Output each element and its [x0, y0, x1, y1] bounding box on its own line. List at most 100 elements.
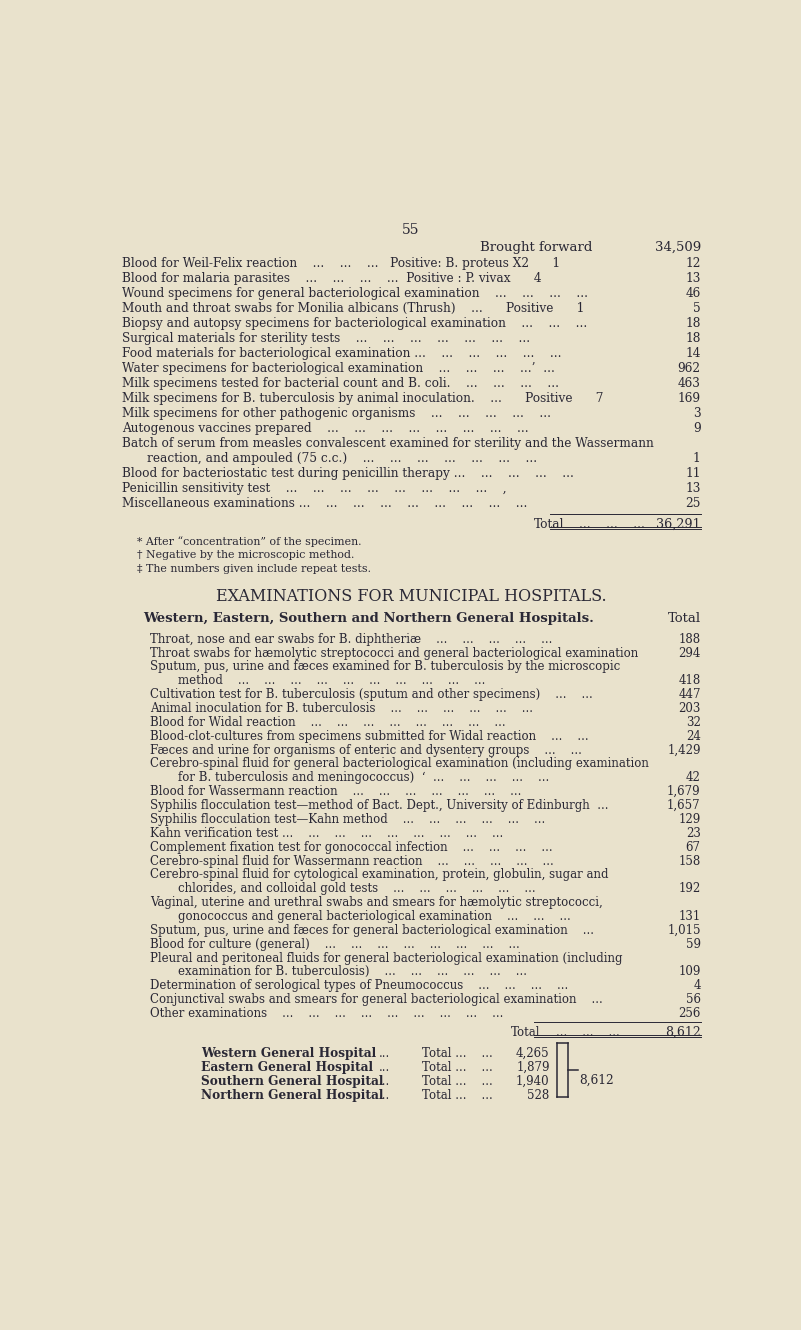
Text: Miscellaneous examinations ...    ...    ...    ...    ...    ...    ...    ... : Miscellaneous examinations ... ... ... .… [122, 497, 527, 509]
Text: 418: 418 [678, 674, 701, 688]
Text: ...    ...    ...: ... ... ... [579, 517, 645, 531]
Text: 1,429: 1,429 [667, 743, 701, 757]
Text: 447: 447 [678, 688, 701, 701]
Text: Milk specimens for other pathogenic organisms    ...    ...    ...    ...    ...: Milk specimens for other pathogenic orga… [122, 407, 551, 420]
Text: Blood for Weil-Felix reaction    ...    ...    ...   Positive: B. proteus X2    : Blood for Weil-Felix reaction ... ... ..… [122, 257, 560, 270]
Text: 36,291: 36,291 [656, 517, 701, 531]
Text: 463: 463 [678, 376, 701, 390]
Text: Total ...    ...: Total ... ... [422, 1075, 493, 1088]
Text: Syphilis flocculation test—Kahn method    ...    ...    ...    ...    ...    ...: Syphilis flocculation test—Kahn method .… [151, 813, 545, 826]
Text: 188: 188 [678, 633, 701, 646]
Text: 23: 23 [686, 827, 701, 839]
Text: 1,015: 1,015 [667, 924, 701, 936]
Text: 4,265: 4,265 [516, 1047, 549, 1060]
Text: Total: Total [534, 517, 565, 531]
Text: ...    ...    ...: ... ... ... [556, 1027, 620, 1039]
Text: 12: 12 [685, 257, 701, 270]
Text: Mouth and throat swabs for Monilia albicans (Thrush)    ...      Positive      1: Mouth and throat swabs for Monilia albic… [122, 302, 584, 315]
Text: Pleural and peritoneal fluids for general bacteriological examination (including: Pleural and peritoneal fluids for genera… [151, 951, 623, 964]
Text: Cerebro-spinal fluid for Wassermann reaction    ...    ...    ...    ...    ...: Cerebro-spinal fluid for Wassermann reac… [151, 854, 554, 867]
Text: Fæces and urine for organisms of enteric and dysentery groups    ...    ...: Fæces and urine for organisms of enteric… [151, 743, 582, 757]
Text: method    ...    ...    ...    ...    ...    ...    ...    ...    ...    ...: method ... ... ... ... ... ... ... ... .… [178, 674, 485, 688]
Text: Vaginal, uterine and urethral swabs and smears for hæmolytic streptococci,: Vaginal, uterine and urethral swabs and … [151, 896, 603, 910]
Text: 5: 5 [693, 302, 701, 315]
Text: 203: 203 [678, 702, 701, 716]
Text: Biopsy and autopsy specimens for bacteriological examination    ...    ...    ..: Biopsy and autopsy specimens for bacteri… [122, 317, 587, 330]
Text: ...: ... [379, 1061, 390, 1073]
Text: 294: 294 [678, 646, 701, 660]
Text: 32: 32 [686, 716, 701, 729]
Text: 9: 9 [693, 422, 701, 435]
Text: Autogenous vaccines prepared    ...    ...    ...    ...    ...    ...    ...   : Autogenous vaccines prepared ... ... ...… [122, 422, 529, 435]
Text: Animal inoculation for B. tuberculosis    ...    ...    ...    ...    ...    ...: Animal inoculation for B. tuberculosis .… [151, 702, 533, 716]
Text: 25: 25 [686, 497, 701, 509]
Text: Syphilis flocculation test—method of Bact. Dept., University of Edinburgh  ...: Syphilis flocculation test—method of Bac… [151, 799, 609, 813]
Text: 67: 67 [686, 841, 701, 854]
Text: Determination of serological types of Pneumococcus    ...    ...    ...    ...: Determination of serological types of Pn… [151, 979, 569, 992]
Text: 169: 169 [678, 392, 701, 404]
Text: 256: 256 [678, 1007, 701, 1020]
Text: examination for B. tuberculosis)    ...    ...    ...    ...    ...    ...: examination for B. tuberculosis) ... ...… [178, 966, 526, 979]
Text: Cultivation test for B. tuberculosis (sputum and other specimens)    ...    ...: Cultivation test for B. tuberculosis (sp… [151, 688, 594, 701]
Text: ...: ... [379, 1075, 390, 1088]
Text: Batch of serum from measles convalescent examined for sterility and the Wasserma: Batch of serum from measles convalescent… [122, 436, 654, 450]
Text: Other examinations    ...    ...    ...    ...    ...    ...    ...    ...    ..: Other examinations ... ... ... ... ... .… [151, 1007, 504, 1020]
Text: Brought forward: Brought forward [480, 241, 592, 254]
Text: Cerebro-spinal fluid for cytological examination, protein, globulin, sugar and: Cerebro-spinal fluid for cytological exa… [151, 868, 609, 882]
Text: 42: 42 [686, 771, 701, 785]
Text: Surgical materials for sterility tests    ...    ...    ...    ...    ...    ...: Surgical materials for sterility tests .… [122, 331, 530, 344]
Text: 1,940: 1,940 [516, 1075, 549, 1088]
Text: Blood for Widal reaction    ...    ...    ...    ...    ...    ...    ...    ...: Blood for Widal reaction ... ... ... ...… [151, 716, 506, 729]
Text: 59: 59 [686, 938, 701, 951]
Text: Blood for Wassermann reaction    ...    ...    ...    ...    ...    ...    ...: Blood for Wassermann reaction ... ... ..… [151, 785, 522, 798]
Text: reaction, and ampouled (75 c.c.)    ...    ...    ...    ...    ...    ...    ..: reaction, and ampouled (75 c.c.) ... ...… [147, 452, 537, 464]
Text: Milk specimens for B. tuberculosis by animal inoculation.    ...      Positive  : Milk specimens for B. tuberculosis by an… [122, 392, 603, 404]
Text: Throat, nose and ear swabs for B. diphtheriæ    ...    ...    ...    ...    ...: Throat, nose and ear swabs for B. diphth… [151, 633, 553, 646]
Text: ‡ The numbers given include repeat tests.: ‡ The numbers given include repeat tests… [137, 564, 372, 575]
Text: 158: 158 [678, 854, 701, 867]
Text: Penicillin sensitivity test    ...    ...    ...    ...    ...    ...    ...    : Penicillin sensitivity test ... ... ... … [122, 481, 506, 495]
Text: Wound specimens for general bacteriological examination    ...    ...    ...    : Wound specimens for general bacteriologi… [122, 287, 588, 299]
Text: 3: 3 [693, 407, 701, 420]
Text: Conjunctival swabs and smears for general bacteriological examination    ...: Conjunctival swabs and smears for genera… [151, 994, 603, 1005]
Text: 109: 109 [678, 966, 701, 979]
Text: 528: 528 [527, 1088, 549, 1101]
Text: 131: 131 [678, 910, 701, 923]
Text: Western, Eastern, Southern and Northern General Hospitals.: Western, Eastern, Southern and Northern … [143, 613, 594, 625]
Text: gonococcus and general bacteriological examination    ...    ...    ...: gonococcus and general bacteriological e… [178, 910, 570, 923]
Text: Northern General Hospital: Northern General Hospital [201, 1088, 384, 1101]
Text: 1,879: 1,879 [516, 1061, 549, 1073]
Text: 8,612: 8,612 [579, 1073, 614, 1087]
Text: Throat swabs for hæmolytic streptococci and general bacteriological examination: Throat swabs for hæmolytic streptococci … [151, 646, 638, 660]
Text: Complement fixation test for gonococcal infection    ...    ...    ...    ...: Complement fixation test for gonococcal … [151, 841, 553, 854]
Text: 13: 13 [686, 271, 701, 285]
Text: 1,679: 1,679 [667, 785, 701, 798]
Text: Total ...    ...: Total ... ... [422, 1061, 493, 1073]
Text: 129: 129 [678, 813, 701, 826]
Text: 56: 56 [686, 994, 701, 1005]
Text: ...: ... [379, 1047, 390, 1060]
Text: 55: 55 [402, 222, 420, 237]
Text: Food materials for bacteriological examination ...    ...    ...    ...    ...  : Food materials for bacteriological exami… [122, 347, 562, 359]
Text: Total: Total [511, 1027, 541, 1039]
Text: Kahn verification test ...    ...    ...    ...    ...    ...    ...    ...    .: Kahn verification test ... ... ... ... .… [151, 827, 504, 839]
Text: 46: 46 [686, 287, 701, 299]
Text: 11: 11 [685, 467, 701, 480]
Text: 14: 14 [686, 347, 701, 359]
Text: 13: 13 [686, 481, 701, 495]
Text: chlorides, and colloidal gold tests    ...    ...    ...    ...    ...    ...: chlorides, and colloidal gold tests ... … [178, 882, 535, 895]
Text: 962: 962 [678, 362, 701, 375]
Text: Sputum, pus, urine and fæces examined for B. tuberculosis by the microscopic: Sputum, pus, urine and fæces examined fo… [151, 661, 621, 673]
Text: Total ...    ...: Total ... ... [422, 1047, 493, 1060]
Text: 18: 18 [685, 331, 701, 344]
Text: Blood for malaria parasites    ...    ...    ...    ...  Positive : P. vivax    : Blood for malaria parasites ... ... ... … [122, 271, 541, 285]
Text: Eastern General Hospital: Eastern General Hospital [201, 1061, 373, 1073]
Text: 192: 192 [678, 882, 701, 895]
Text: Western General Hospital: Western General Hospital [201, 1047, 376, 1060]
Text: Total ...    ...: Total ... ... [422, 1088, 493, 1101]
Text: Sputum, pus, urine and fæces for general bacteriological examination    ...: Sputum, pus, urine and fæces for general… [151, 924, 594, 936]
Text: Total: Total [667, 613, 701, 625]
Text: Blood for culture (general)    ...    ...    ...    ...    ...    ...    ...    : Blood for culture (general) ... ... ... … [151, 938, 521, 951]
Text: Blood-clot-cultures from specimens submitted for Widal reaction    ...    ...: Blood-clot-cultures from specimens submi… [151, 730, 589, 742]
Text: Milk specimens tested for bacterial count and B. coli.    ...    ...    ...    .: Milk specimens tested for bacterial coun… [122, 376, 559, 390]
